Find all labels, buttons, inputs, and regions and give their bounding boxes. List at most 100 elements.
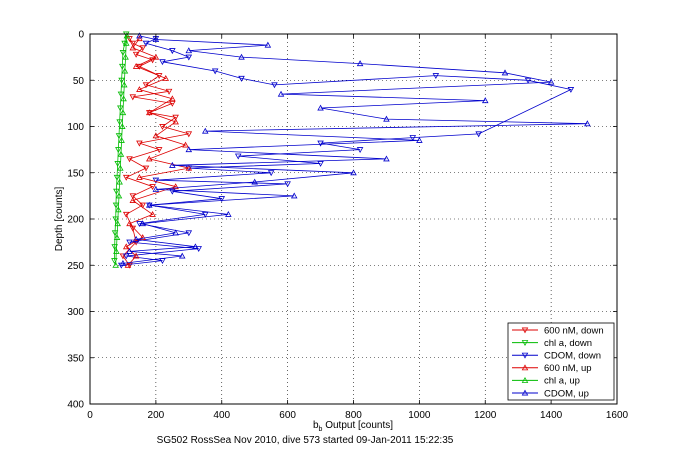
legend-marker [521,352,529,359]
x-axis-label-rest: Output [counts] [322,420,393,431]
series-line [122,38,189,266]
data-point [169,188,176,195]
data-point [120,95,127,102]
data-point [172,183,179,190]
legend-marker [521,327,529,334]
data-point [114,220,121,227]
y-tick-label: 400 [67,400,84,411]
x-axis-label-main: b [313,420,319,431]
data-point [136,173,143,180]
grid [90,34,617,404]
x-axis-label-sub: b [319,426,323,433]
data-point [169,161,176,168]
data-point [152,132,160,139]
series-line [125,38,189,266]
data-point [202,127,209,134]
data-point [182,141,189,148]
data-point [122,253,130,260]
data-point [149,184,156,191]
data-point [122,243,130,250]
caption: SG502 RossSea Nov 2010, dive 573 started… [157,435,454,446]
data-point [118,63,126,70]
data-point [132,62,140,69]
data-point [567,87,575,93]
data-point [225,210,232,217]
data-point [481,97,489,104]
data-point [234,153,242,160]
legend-entry-label: chl a, up [544,376,580,387]
y-tick-label: 150 [67,168,84,179]
data-point [149,57,156,64]
data-point [277,90,285,97]
data-point [119,259,127,266]
data-point [119,253,127,260]
data-point [132,51,140,58]
data-point [169,100,176,107]
series-3 [122,35,193,268]
data-point [115,147,122,154]
data-point [126,36,133,43]
y-tick-label: 350 [67,353,84,364]
axis-ticks: 0 200 400 600 800 1000 1200 1400 1600 0 50 100 150 20… [67,30,628,422]
y-tick-label: 200 [67,215,84,226]
legend-marker [521,340,529,347]
data-point [118,136,125,143]
data-point [136,86,143,92]
data-point [139,234,146,240]
data-point [122,211,130,218]
data-point [126,247,133,254]
y-tick-label: 50 [73,76,85,87]
data-point [284,181,291,188]
data-point [162,74,170,81]
data-point [317,104,324,111]
data-point [121,67,129,74]
y-tick-label: 100 [67,122,84,133]
data-point [185,131,193,138]
data-point [122,174,130,181]
data-point [251,178,258,185]
data-point [356,147,364,154]
data-point [117,164,124,171]
data-point [152,185,160,192]
data-point [169,48,176,55]
data-point [169,95,176,102]
data-point [117,105,124,112]
data-point [123,32,131,39]
series-4 [112,32,131,268]
data-point [129,94,137,101]
data-point [159,59,166,66]
data-point [139,220,146,227]
data-point [112,202,120,209]
data-point [409,135,417,142]
data-point [264,41,272,48]
data-point [118,77,125,84]
data-point [119,109,127,116]
data-point [116,178,123,185]
y-axis-label: Depth [counts] [54,187,65,252]
data-point [356,60,364,67]
data-point [317,140,324,147]
data-point [113,174,121,181]
x-tick-label: 0 [87,410,93,421]
data-point [192,243,199,250]
data-point [113,247,120,254]
data-point [152,36,160,43]
data-point [129,40,137,47]
series-line [121,38,573,266]
data-point [117,150,125,157]
data-point [350,169,357,176]
data-point [111,230,119,237]
data-point [211,68,219,75]
data-point [218,196,226,203]
data-point [122,53,129,60]
data-point [139,202,146,209]
data-point [501,69,509,76]
data-point [155,147,163,154]
legend-entry-label: CDOM, down [544,351,601,362]
data-point [185,47,193,54]
data-point [271,82,278,89]
legend-entry-label: CDOM, up [544,388,589,399]
data-point [120,81,128,88]
x-axis-label: bb Output [counts] [313,420,393,433]
data-point [126,220,133,227]
